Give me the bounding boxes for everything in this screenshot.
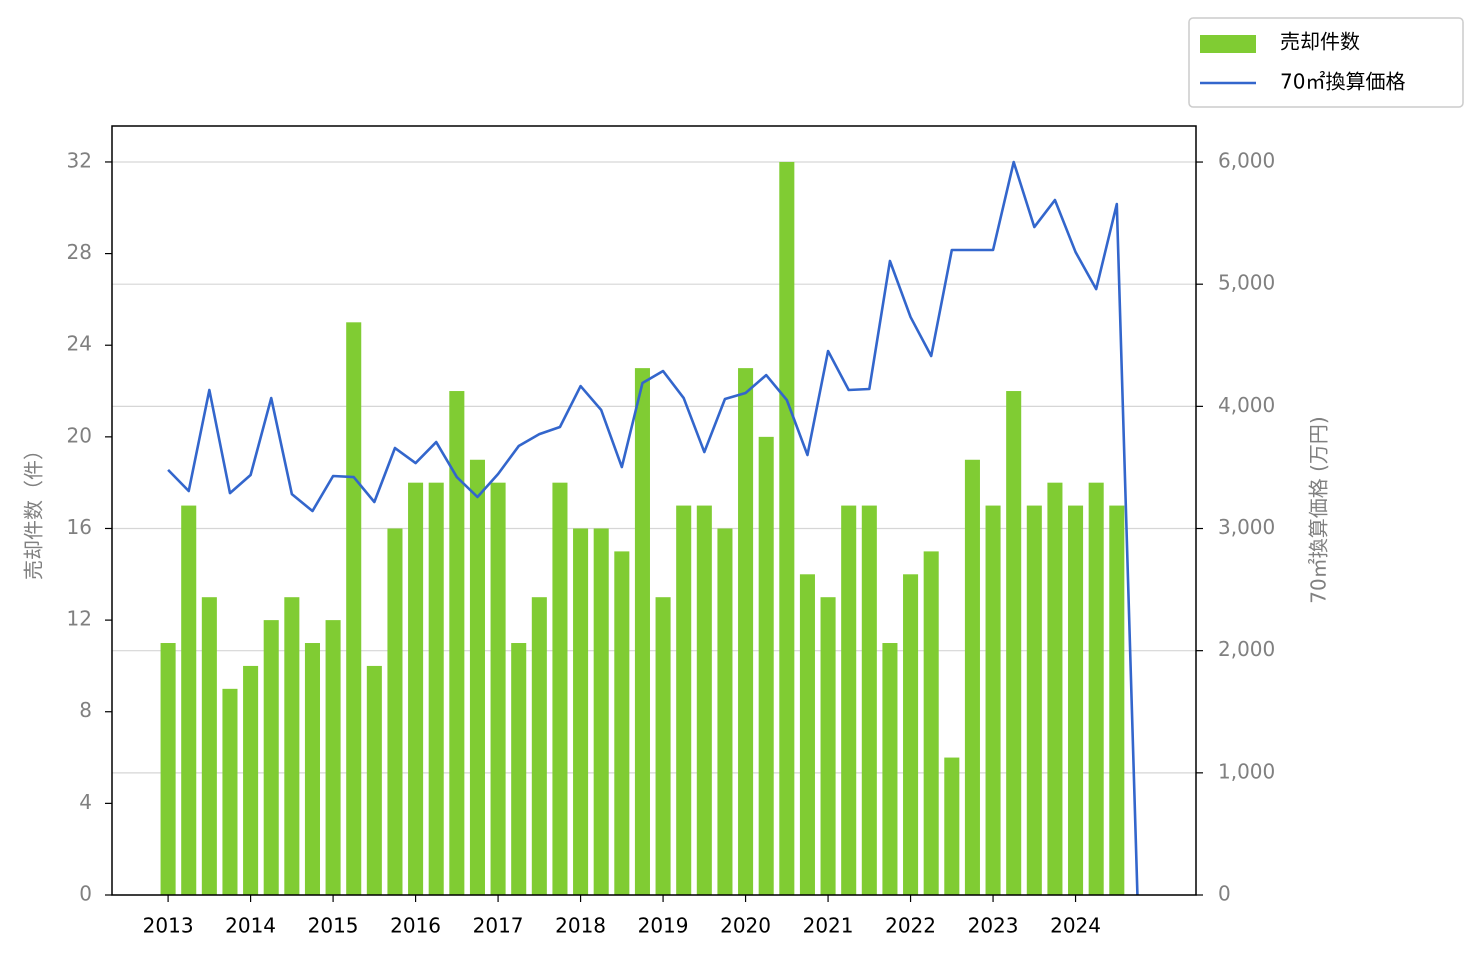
legend-swatch	[1200, 35, 1256, 53]
bar	[696, 505, 712, 895]
y2-tick-label: 4,000	[1218, 393, 1275, 417]
bar	[490, 482, 506, 895]
bar	[717, 528, 733, 895]
bar	[1109, 505, 1125, 895]
bar	[408, 482, 424, 895]
bar	[593, 528, 609, 895]
bar	[738, 368, 754, 896]
x-tick-label: 2018	[555, 914, 606, 938]
bar	[469, 459, 485, 895]
x-tick-label: 2020	[720, 914, 771, 938]
bar	[1068, 505, 1084, 895]
bar	[1047, 482, 1063, 895]
y-axis-label: 売却件数（件）	[22, 440, 46, 580]
bar	[201, 597, 217, 895]
y2-tick-label: 2,000	[1218, 637, 1275, 661]
bar	[511, 643, 527, 895]
bar	[923, 551, 939, 895]
plot-frame	[111, 125, 1197, 896]
bar	[841, 505, 857, 895]
y-tick-label: 32	[67, 148, 92, 172]
y-tick-label: 16	[67, 515, 92, 539]
legend-label: 売却件数	[1280, 30, 1360, 54]
legend-box	[1188, 17, 1464, 108]
bar	[758, 436, 774, 895]
x-tick-label: 2013	[143, 914, 194, 938]
y2-tick-label: 3,000	[1218, 515, 1275, 539]
bar	[304, 643, 320, 895]
bar	[552, 482, 568, 895]
bar	[676, 505, 692, 895]
bar	[284, 597, 300, 895]
bar	[181, 505, 197, 895]
x-tick-label: 2022	[885, 914, 936, 938]
legend-label: 70㎡換算価格	[1280, 70, 1405, 94]
x-tick-label: 2021	[803, 914, 854, 938]
bar	[346, 322, 362, 896]
bar	[779, 161, 795, 896]
bar	[366, 665, 382, 895]
bar	[882, 643, 898, 895]
y-tick-label: 24	[67, 332, 92, 356]
bar	[903, 574, 919, 895]
y2-tick-label: 1,000	[1218, 759, 1275, 783]
y2-tick-label: 0	[1218, 882, 1231, 906]
bar	[985, 505, 1001, 895]
x-tick-label: 2014	[225, 914, 276, 938]
x-tick-label: 2019	[638, 914, 689, 938]
bar	[1006, 391, 1022, 895]
bar	[861, 505, 877, 895]
y2-axis-label: 70㎡換算価格 (万円)	[1307, 416, 1331, 603]
bar	[387, 528, 403, 895]
bar	[655, 597, 671, 895]
bar	[1088, 482, 1104, 895]
bar	[799, 574, 815, 895]
y-tick-label: 20	[67, 423, 92, 447]
x-tick-label: 2024	[1050, 914, 1101, 938]
y-tick-label: 4	[79, 790, 92, 814]
bar	[1026, 505, 1042, 895]
bar	[614, 551, 630, 895]
y2-tick-label: 5,000	[1218, 271, 1275, 295]
bar	[964, 459, 980, 895]
bar	[820, 597, 836, 895]
x-tick-label: 2015	[308, 914, 359, 938]
bar	[449, 391, 465, 895]
x-tick-label: 2017	[473, 914, 524, 938]
y-tick-label: 0	[79, 882, 92, 906]
bar	[428, 482, 444, 895]
x-tick-label: 2023	[968, 914, 1019, 938]
bar	[263, 620, 279, 895]
y-tick-label: 12	[67, 607, 92, 631]
y-tick-label: 28	[67, 240, 92, 264]
bar	[325, 620, 341, 895]
y2-tick-label: 6,000	[1218, 149, 1275, 173]
bar	[243, 665, 259, 895]
bar	[222, 688, 238, 895]
y-tick-label: 8	[79, 698, 92, 722]
bar	[944, 757, 960, 895]
bar	[531, 597, 547, 895]
bar	[634, 368, 650, 896]
x-tick-label: 2016	[390, 914, 441, 938]
bar	[160, 643, 176, 895]
bar	[573, 528, 589, 895]
line	[167, 160, 1139, 896]
